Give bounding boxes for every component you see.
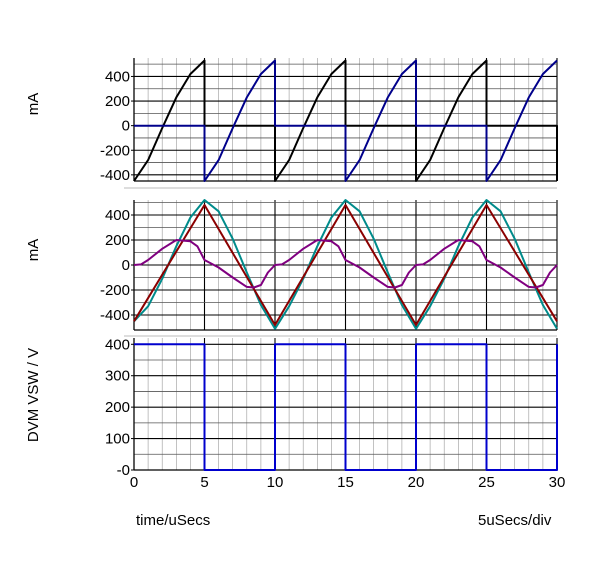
y-tick-label: -400	[100, 307, 130, 324]
y-tick-label: 0	[122, 257, 130, 274]
y-tick-label: 100	[105, 431, 130, 448]
x-axis-label: time/uSecs	[136, 512, 211, 529]
y-tick-label: -200	[100, 142, 130, 159]
y-tick-label: -400	[100, 167, 130, 184]
series-line-3	[133, 239, 558, 289]
y-tick-label: 300	[105, 368, 130, 385]
panel-1: 400 200 0 -200 -400 mA	[25, 58, 558, 189]
y-tick-label: 200	[105, 232, 130, 249]
y-tick-label: -0	[117, 462, 130, 479]
series-line-1	[133, 199, 558, 330]
y-tick-label: 400	[105, 207, 130, 224]
y-tick-label: 0	[122, 118, 130, 135]
x-tick-label: 30	[549, 474, 566, 491]
panel-3: 400 300 200 100 -0 DVM VSW / V 0 5 10 15 20 25 30	[25, 336, 565, 491]
x-tick-label: 20	[408, 474, 425, 491]
x-tick-label: 15	[337, 474, 354, 491]
y-tick-label: 200	[105, 93, 130, 110]
y-tick-label: 400	[105, 68, 130, 85]
y-tick-label: -200	[100, 282, 130, 299]
y-axis-title: DVM VSW / V	[25, 348, 42, 442]
scale-label: 5uSecs/div	[478, 512, 552, 529]
x-tick-label: 10	[267, 474, 284, 491]
x-tick-label: 5	[200, 474, 208, 491]
series-line-1	[134, 343, 558, 471]
panel-2: 400 200 0 -200 -400 mA	[25, 199, 558, 337]
series-line-2	[133, 204, 558, 326]
y-tick-label: 200	[105, 399, 130, 416]
y-axis-title: mA	[25, 239, 42, 262]
y-tick-label: 400	[105, 336, 130, 353]
x-tick-label: 25	[478, 474, 495, 491]
y-axis-title: mA	[25, 93, 42, 116]
x-tick-label: 0	[130, 474, 138, 491]
series-line-2	[134, 59, 558, 182]
